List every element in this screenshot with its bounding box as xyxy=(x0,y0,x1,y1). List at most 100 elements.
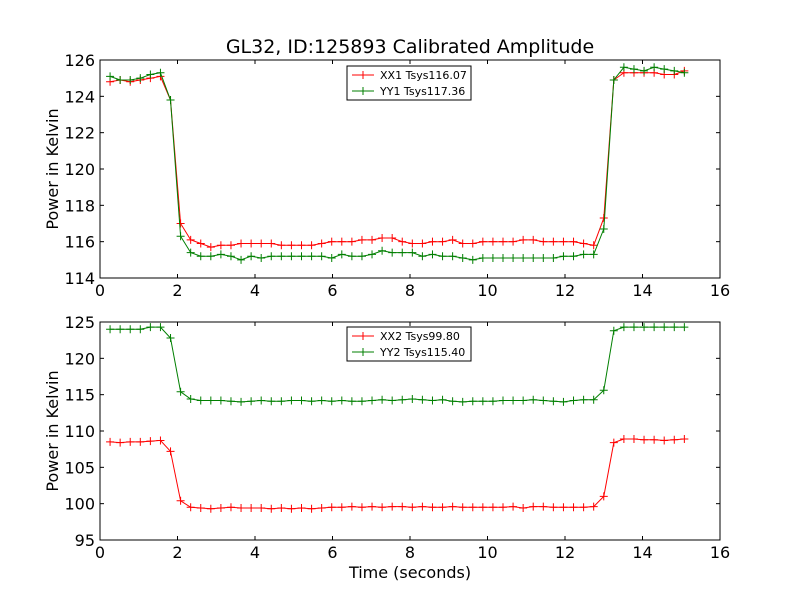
data-point xyxy=(206,504,215,513)
data-point xyxy=(297,252,306,261)
data-point xyxy=(287,252,296,261)
data-point xyxy=(327,254,336,263)
data-point xyxy=(549,237,558,246)
data-point xyxy=(126,325,135,334)
data-point xyxy=(277,397,286,406)
data-point xyxy=(438,503,447,512)
data-point xyxy=(226,252,235,261)
data-point xyxy=(337,503,346,512)
data-point xyxy=(277,252,286,261)
data-point xyxy=(418,502,427,511)
data-point xyxy=(257,254,266,263)
data-point xyxy=(549,503,558,512)
data-point xyxy=(186,395,195,404)
data-point xyxy=(267,252,276,261)
data-point xyxy=(357,397,366,406)
data-point xyxy=(408,503,417,512)
data-point xyxy=(196,252,205,261)
data-point xyxy=(660,436,669,445)
data-point xyxy=(680,68,689,77)
data-point xyxy=(176,496,185,505)
data-point xyxy=(126,437,135,446)
data-point xyxy=(549,254,558,263)
data-point xyxy=(408,395,417,404)
data-point xyxy=(640,66,649,75)
data-point xyxy=(609,326,618,335)
data-point xyxy=(468,239,477,248)
data-point xyxy=(619,63,628,72)
data-point xyxy=(176,232,185,241)
data-point xyxy=(216,396,225,405)
data-point xyxy=(317,396,326,405)
data-point xyxy=(448,235,457,244)
data-point xyxy=(579,250,588,259)
y-tick-label: 115 xyxy=(64,386,95,405)
data-point xyxy=(216,250,225,259)
data-point xyxy=(226,241,235,250)
data-point xyxy=(146,70,155,79)
data-point xyxy=(428,237,437,246)
data-point xyxy=(176,219,185,228)
data-point xyxy=(519,396,528,405)
data-point xyxy=(307,252,316,261)
data-point xyxy=(519,254,528,263)
data-point xyxy=(206,243,215,252)
y-tick-label: 120 xyxy=(64,160,95,179)
data-point xyxy=(418,395,427,404)
data-point xyxy=(468,397,477,406)
data-point xyxy=(529,235,538,244)
data-point xyxy=(388,234,397,243)
data-point xyxy=(166,447,175,456)
data-point xyxy=(106,325,115,334)
data-point xyxy=(398,502,407,511)
data-point xyxy=(357,503,366,512)
series-2-2 xyxy=(106,323,689,406)
x-tick-label: 10 xyxy=(477,281,497,300)
series-1-2 xyxy=(106,63,689,264)
data-point xyxy=(136,437,145,446)
data-point xyxy=(347,252,356,261)
data-point xyxy=(499,254,507,263)
data-point xyxy=(468,255,477,264)
data-point xyxy=(629,323,638,332)
data-point xyxy=(368,396,377,405)
data-point xyxy=(519,504,528,513)
data-point xyxy=(257,396,266,405)
data-point xyxy=(347,237,356,246)
chart-title: GL32, ID:125893 Calibrated Amplitude xyxy=(226,36,594,58)
y-tick-label: 122 xyxy=(64,124,95,143)
data-point xyxy=(106,437,115,446)
data-point xyxy=(640,323,649,332)
legend-marker xyxy=(359,87,367,95)
data-point xyxy=(146,323,155,332)
data-point xyxy=(307,241,316,250)
data-point xyxy=(287,241,296,250)
legend-box xyxy=(346,65,472,101)
x-tick-label: 14 xyxy=(632,543,652,562)
data-point xyxy=(156,436,165,445)
data-point xyxy=(337,396,346,405)
data-point xyxy=(629,65,638,74)
data-point xyxy=(559,252,568,261)
x-tick-label: 4 xyxy=(250,543,260,562)
data-point xyxy=(297,241,306,250)
y-tick-label: 105 xyxy=(64,458,95,477)
data-point xyxy=(388,248,397,257)
data-point xyxy=(327,397,336,406)
data-point xyxy=(327,237,336,246)
data-point xyxy=(126,75,135,84)
data-point xyxy=(247,252,256,261)
data-point xyxy=(237,255,246,264)
data-point xyxy=(216,241,225,250)
data-point xyxy=(317,239,326,248)
x-tick-label: 8 xyxy=(405,281,415,300)
data-point xyxy=(539,237,548,246)
x-tick-label: 2 xyxy=(172,281,182,300)
data-point xyxy=(569,503,578,512)
data-point xyxy=(569,237,578,246)
data-point xyxy=(337,237,346,246)
data-point xyxy=(488,397,497,406)
data-point xyxy=(499,237,507,246)
data-point xyxy=(116,75,125,84)
data-point xyxy=(448,502,457,511)
